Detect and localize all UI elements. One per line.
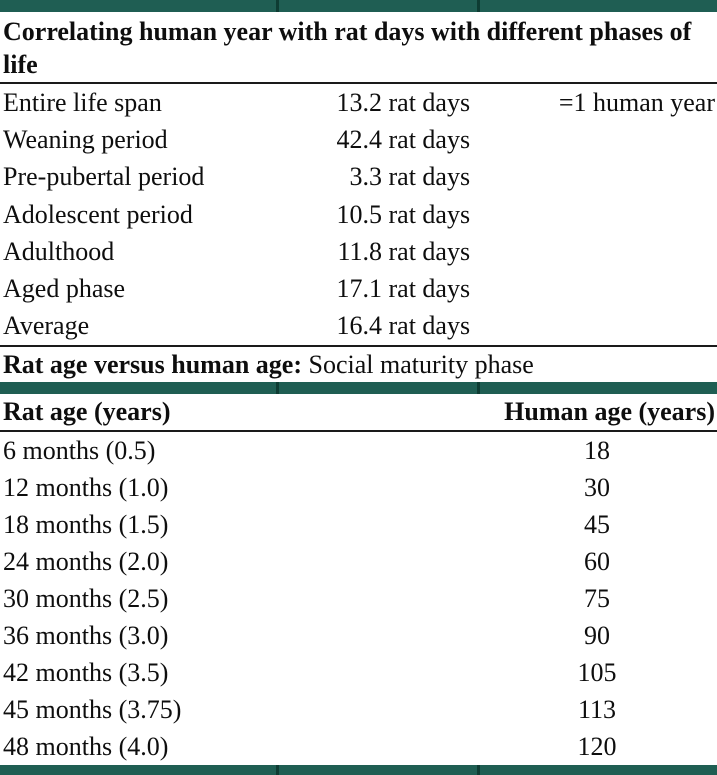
table-row: Pre-pubertal period 3.3 rat days: [0, 159, 717, 196]
table-row: Average 16.4 rat days: [0, 308, 717, 345]
table-row: 30 months (2.5) 75: [0, 580, 717, 617]
rat-days-unit: rat days: [382, 199, 471, 229]
rat-days-value: 42.4: [336, 124, 383, 154]
phase-label: Adulthood: [3, 236, 115, 266]
table-row: Entire life span 13.2 rat days =1 human …: [0, 84, 717, 121]
table-row: 48 months (4.0) 120: [0, 728, 717, 765]
human-age-cell: 18: [584, 435, 610, 465]
phase-label: Entire life span: [3, 87, 162, 117]
rat-days-value: 13.2: [336, 87, 383, 117]
table-row: 6 months (0.5) 18: [0, 432, 717, 469]
table-row: 36 months (3.0) 90: [0, 617, 717, 654]
table-row: Adolescent period 10.5 rat days: [0, 196, 717, 233]
human-age-cell: 45: [584, 509, 610, 539]
rat-age-cell: 30 months (2.5): [3, 583, 169, 613]
table2-caption-bold: Rat age versus human age:: [3, 350, 302, 380]
human-age-cell: 90: [584, 620, 610, 650]
table2-caption: Rat age versus human age: Social maturit…: [0, 345, 717, 382]
human-age-cell: 113: [577, 694, 617, 724]
rat-age-cell: 48 months (4.0): [3, 731, 169, 761]
table-row: 42 months (3.5) 105: [0, 654, 717, 691]
column-divider-mark: [276, 0, 279, 12]
table1-body: Entire life span 13.2 rat days =1 human …: [0, 84, 717, 345]
rat-age-cell: 36 months (3.0): [3, 620, 169, 650]
table-row: 18 months (1.5) 45: [0, 506, 717, 543]
rat-days-unit: rat days: [382, 124, 471, 154]
human-age-cell: 60: [584, 546, 610, 576]
rat-days-unit: rat days: [382, 274, 471, 304]
table2-body: 6 months (0.5) 18 12 months (1.0) 30 18 …: [0, 430, 717, 765]
table2-header-bar: [0, 382, 717, 395]
rat-age-cell: 24 months (2.0): [3, 546, 169, 576]
column-divider-mark: [276, 382, 279, 395]
human-age-cell: 30: [584, 472, 610, 502]
rat-days-value: 11.8: [337, 236, 382, 266]
rat-days-value: 16.4: [336, 311, 383, 341]
rat-age-cell: 18 months (1.5): [3, 509, 169, 539]
column-divider-mark: [477, 0, 480, 12]
rat-age-cell: 45 months (3.75): [3, 694, 182, 724]
phase-label: Adolescent period: [3, 199, 193, 229]
equivalence-note: =1 human year: [558, 87, 715, 117]
phase-label: Average: [3, 311, 90, 341]
rat-age-column-header: Rat age (years): [3, 397, 171, 427]
rat-age-cell: 12 months (1.0): [3, 472, 169, 502]
table2-header-row: Rat age (years) Human age (years): [0, 394, 717, 430]
rat-days-unit: rat days: [382, 236, 471, 266]
table-top-bar: [0, 0, 717, 12]
human-age-cell: 105: [577, 657, 617, 687]
table-row: Weaning period 42.4 rat days: [0, 121, 717, 158]
rat-days-unit: rat days: [382, 162, 471, 192]
table1-title: Correlating human year with rat days wit…: [0, 12, 717, 84]
phase-label: Pre-pubertal period: [3, 162, 205, 192]
rat-days-unit: rat days: [382, 311, 471, 341]
table-row: Adulthood 11.8 rat days: [0, 233, 717, 270]
phase-label: Weaning period: [3, 124, 168, 154]
rat-days-value: 10.5: [336, 199, 383, 229]
phase-label: Aged phase: [3, 274, 126, 304]
table-row: Aged phase 17.1 rat days: [0, 270, 717, 307]
human-age-cell: 120: [577, 731, 617, 761]
rat-age-cell: 6 months (0.5): [3, 435, 156, 465]
rat-days-unit: rat days: [382, 87, 471, 117]
table-bottom-bar: [0, 765, 717, 775]
column-divider-mark: [477, 382, 480, 395]
table-row: 24 months (2.0) 60: [0, 543, 717, 580]
rat-age-cell: 42 months (3.5): [3, 657, 169, 687]
human-age-cell: 75: [584, 583, 610, 613]
rat-days-value: 17.1: [336, 274, 383, 304]
rat-days-value: 3.3: [349, 162, 383, 192]
column-divider-mark: [276, 765, 279, 775]
column-divider-mark: [477, 765, 480, 775]
table2-caption-regular: Social maturity phase: [302, 350, 534, 380]
human-age-column-header: Human age (years): [504, 397, 715, 427]
table-row: 45 months (3.75) 113: [0, 691, 717, 728]
table-row: 12 months (1.0) 30: [0, 469, 717, 506]
